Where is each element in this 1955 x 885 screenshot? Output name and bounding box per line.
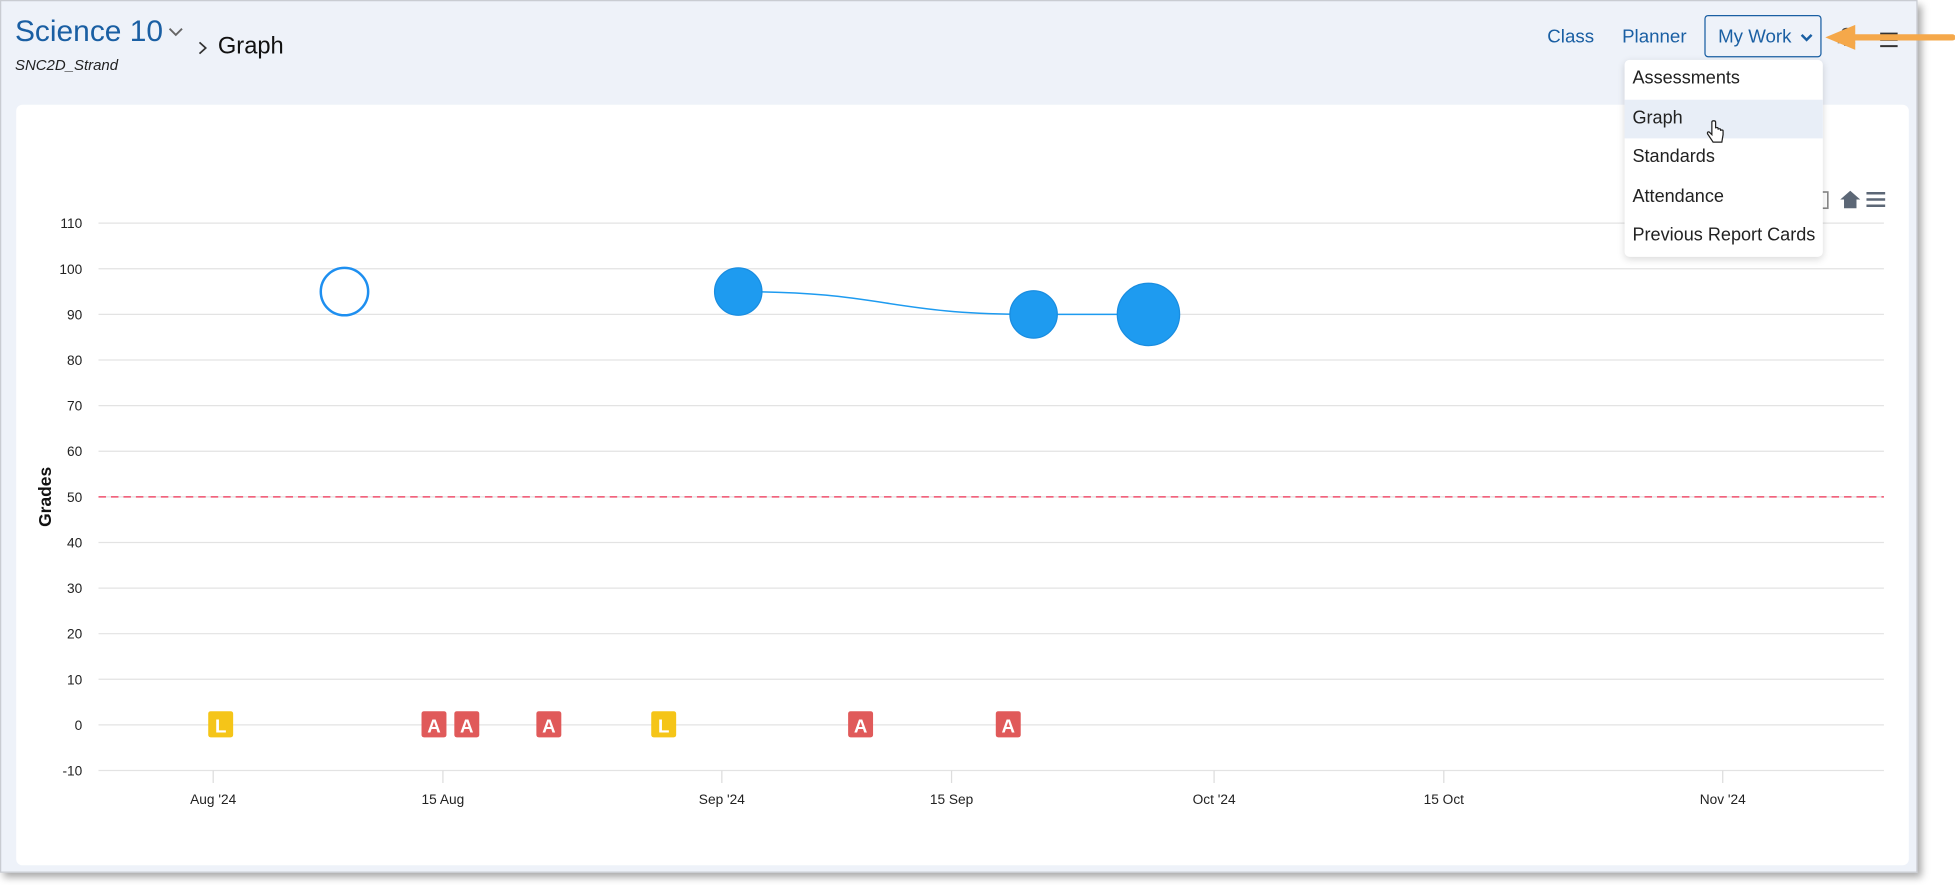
y-tick-label: 50 [67, 490, 83, 505]
y-tick-label: 90 [67, 307, 83, 322]
grade-point [1009, 290, 1058, 339]
grade-point [713, 267, 763, 316]
breadcrumb-current: Graph [217, 33, 284, 60]
grade-point [319, 266, 370, 317]
attendance-marker [208, 711, 234, 738]
my-work-dropdown: Assessments Graph Standards Attendance P… [1624, 59, 1823, 257]
y-tick-label: 10 [67, 672, 83, 687]
attendance-marker-label: L [215, 715, 226, 736]
course-title-row[interactable]: Science 10 [15, 14, 183, 51]
x-tick-label: Oct '24 [1193, 792, 1236, 807]
menu-item-standards[interactable]: Standards [1632, 147, 1715, 168]
attendance-marker [651, 711, 677, 738]
x-tick-label: 15 Aug [422, 792, 465, 807]
x-tick-label: Sep '24 [699, 792, 745, 807]
home-icon[interactable] [1839, 190, 1861, 210]
y-tick-label: 60 [67, 444, 83, 459]
nav-class[interactable]: Class [1547, 26, 1595, 48]
attendance-marker-label: L [658, 715, 669, 736]
course-block: Science 10 SNC2D_Strand [15, 14, 183, 74]
page-header: Science 10 SNC2D_Strand Graph [15, 14, 284, 74]
trend-line [738, 290, 1149, 316]
course-title[interactable]: Science 10 [14, 14, 164, 49]
y-tick-label: 70 [67, 399, 83, 414]
attendance-marker-label: A [427, 715, 441, 736]
y-tick-label: 100 [59, 262, 82, 277]
nav-my-work-button[interactable]: My Work [1704, 14, 1822, 58]
y-tick-label: -10 [62, 764, 82, 779]
y-tick-label: 0 [75, 718, 83, 733]
app-window: Science 10 SNC2D_Strand Graph Class Plan… [0, 0, 1918, 873]
chevron-right-icon [198, 41, 207, 54]
menu-item-assessments[interactable]: Assessments [1632, 68, 1740, 89]
x-tick-label: 15 Sep [930, 792, 974, 807]
menu-item-attendance[interactable]: Attendance [1632, 186, 1724, 207]
y-tick-label: 110 [60, 216, 82, 231]
menu-item-previous-report-cards[interactable]: Previous Report Cards [1632, 226, 1816, 247]
course-code: SNC2D_Strand [14, 56, 119, 74]
breadcrumb: Graph [198, 34, 284, 61]
y-tick-label: 20 [67, 627, 83, 642]
attendance-marker-label: A [542, 715, 556, 736]
attendance-marker-label: A [854, 715, 867, 736]
grade-point [1116, 282, 1181, 347]
y-tick-label: 80 [67, 353, 83, 368]
attendance-marker [848, 711, 874, 738]
attendance-marker-label: A [460, 715, 474, 736]
annotation-arrow-icon [1825, 24, 1955, 50]
y-tick-label: 30 [67, 581, 83, 596]
x-tick-label: Aug '24 [190, 792, 236, 807]
x-tick-label: 15 Oct [1424, 792, 1465, 807]
attendance-marker-label: A [1002, 715, 1016, 736]
nav-planner[interactable]: Planner [1622, 26, 1687, 48]
chevron-down-icon [1800, 34, 1813, 42]
attendance-marker [454, 711, 480, 738]
attendance-marker [536, 711, 562, 738]
y-axis-label: Grades [35, 467, 55, 527]
grades-chart: -10 0 10 20 30 40 50 60 70 80 90 100 110 Aug '24 15 Au… [35, 216, 1884, 807]
y-tick-label: 40 [67, 535, 83, 550]
graph-card [16, 104, 1909, 866]
menu-item-graph[interactable]: Graph [1624, 99, 1823, 139]
chart-menu-icon[interactable] [1865, 191, 1886, 208]
x-tick-label: Nov '24 [1700, 792, 1746, 807]
attendance-marker [421, 711, 447, 738]
my-work-label: My Work [1718, 26, 1792, 48]
hand-cursor-icon [1706, 120, 1724, 143]
attendance-marker [995, 711, 1021, 738]
chevron-down-icon[interactable] [168, 27, 183, 37]
